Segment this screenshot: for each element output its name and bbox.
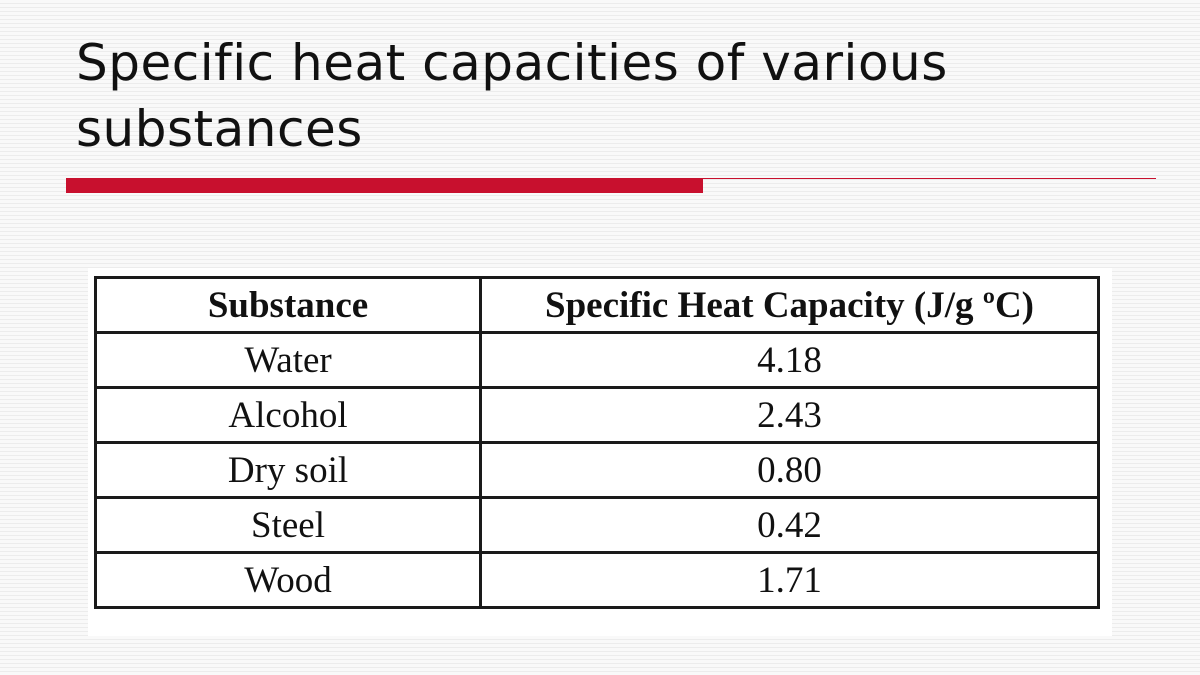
cell-heat-capacity: 0.80 [479,441,1100,499]
table-row-water: Water 4.18 [93,331,1100,389]
table-header-row: Substance Specific Heat Capacity (J/g ºC… [93,276,1100,334]
slide-title: Specific heat capacities of various subs… [76,34,948,158]
cell-heat-capacity: 2.43 [479,386,1100,444]
heat-capacity-table: Substance Specific Heat Capacity (J/g ºC… [93,276,1100,609]
table-row-wood: Wood 1.71 [93,551,1100,609]
header-specific-heat: Specific Heat Capacity (J/g ºC) [479,276,1100,334]
cell-heat-capacity: 0.42 [479,496,1100,554]
table-row-alcohol: Alcohol 2.43 [93,386,1100,444]
cell-substance: Wood [93,551,483,609]
table-row-steel: Steel 0.42 [93,496,1100,554]
cell-substance: Steel [93,496,483,554]
cell-substance: Dry soil [93,441,483,499]
table-panel: Substance Specific Heat Capacity (J/g ºC… [88,268,1112,636]
cell-substance: Alcohol [93,386,483,444]
cell-heat-capacity: 1.71 [479,551,1100,609]
table-row-dry-soil: Dry soil 0.80 [93,441,1100,499]
cell-heat-capacity: 4.18 [479,331,1100,389]
title-underline-accent [66,178,703,193]
header-substance: Substance [93,276,483,334]
cell-substance: Water [93,331,483,389]
